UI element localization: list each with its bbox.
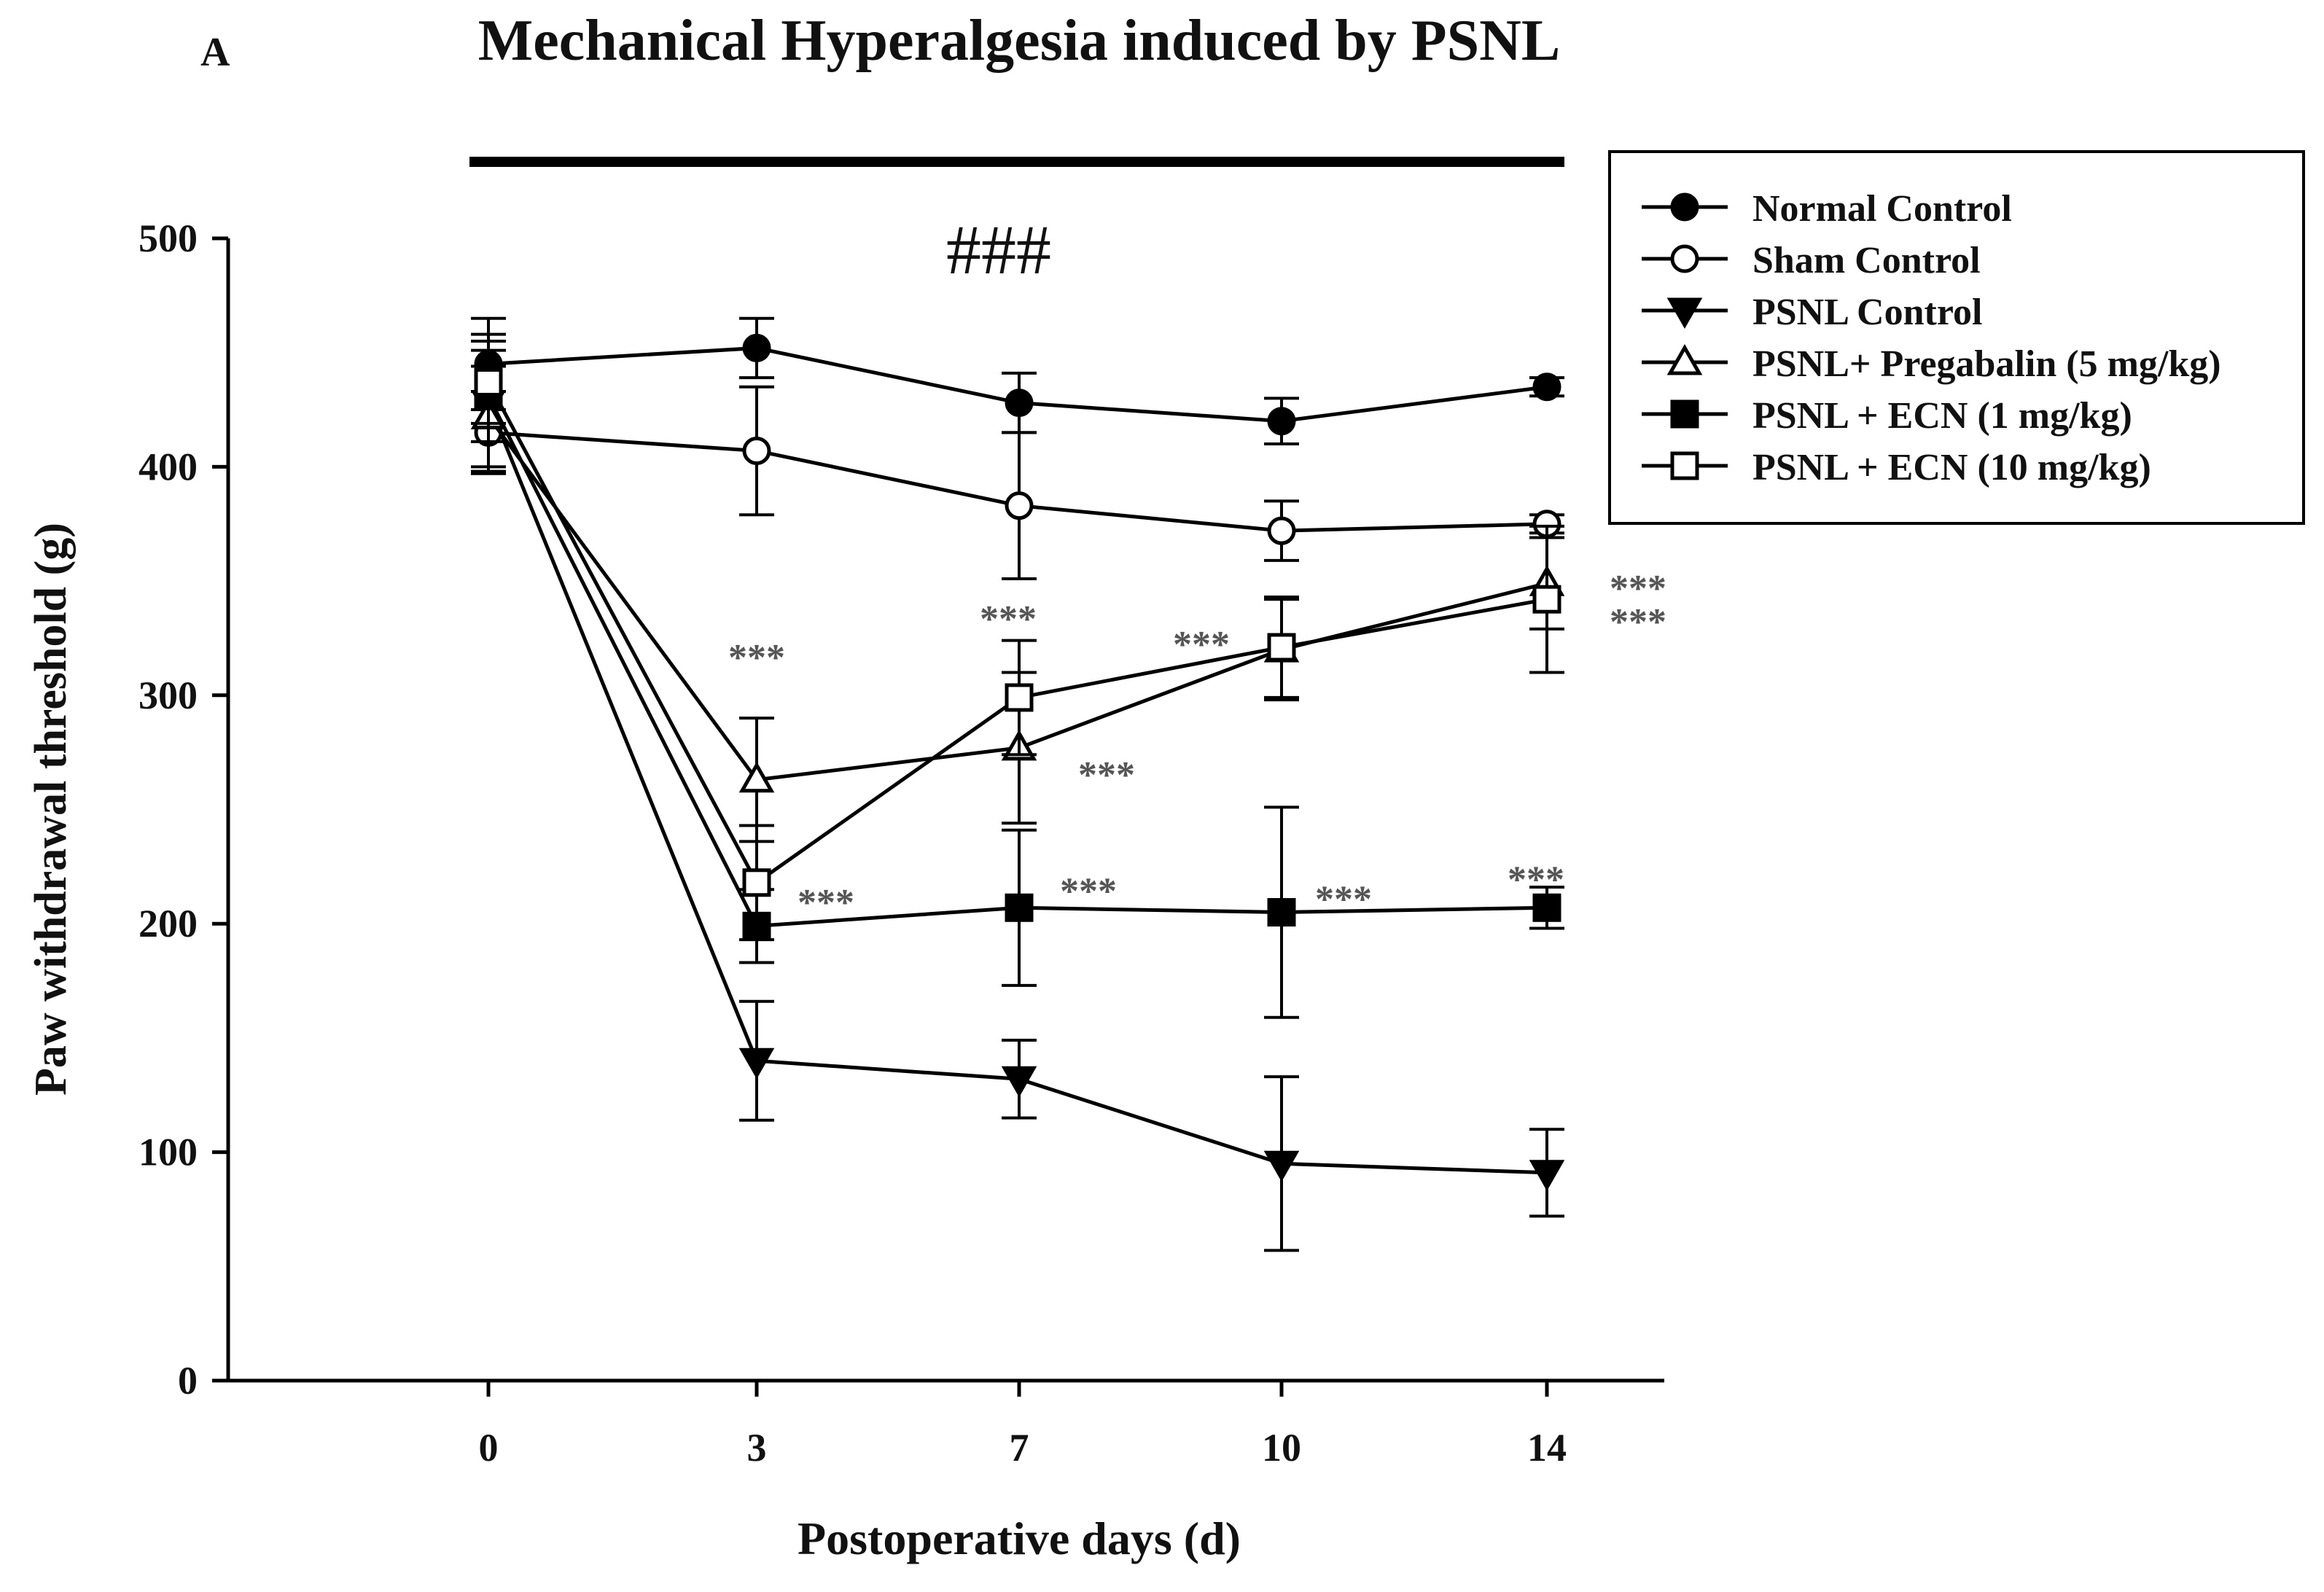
y-tick-label: 500 <box>139 216 198 260</box>
x-tick-label: 7 <box>1010 1426 1029 1470</box>
legend-item: Normal Control <box>1642 188 2012 230</box>
legend-item: PSNL+ Pregabalin (5 mg/kg) <box>1642 343 2221 385</box>
series-6 <box>471 340 1564 942</box>
x-ticks: 0 3 7 10 14 <box>479 1381 1567 1470</box>
data-point <box>1005 893 1034 922</box>
significance-mark: *** <box>1610 601 1666 643</box>
panel-label: A <box>200 30 230 75</box>
data-point <box>474 367 503 397</box>
data-point <box>1267 633 1296 662</box>
significance-mark: *** <box>1508 859 1564 900</box>
data-point <box>1267 407 1296 436</box>
series-1 <box>471 316 1564 446</box>
legend-label: Sham Control <box>1752 240 1981 281</box>
chart-title: Mechanical Hyperalgesia induced by PSNL <box>478 9 1561 73</box>
significance-mark: *** <box>980 598 1037 640</box>
significance-mark: *** <box>728 637 785 679</box>
data-point <box>738 1047 775 1080</box>
legend-marker <box>1670 244 1699 273</box>
legend-item: PSNL + ECN (1 mg/kg) <box>1642 395 2132 437</box>
significance-mark: *** <box>1315 879 1372 921</box>
significance-bar-label: ### <box>946 211 1051 289</box>
data-point <box>1532 893 1561 922</box>
significance-mark: *** <box>1610 568 1666 609</box>
legend-label: PSNL Control <box>1752 292 1982 333</box>
significance-annotations: ****************************** <box>728 568 1666 924</box>
data-point <box>1532 585 1561 614</box>
legend-label: Normal Control <box>1752 188 2012 230</box>
legend-marker <box>1670 451 1699 480</box>
x-tick-label: 14 <box>1527 1426 1567 1470</box>
data-point <box>742 436 771 465</box>
plot-area <box>470 316 1565 1252</box>
legend-label: PSNL + ECN (1 mg/kg) <box>1752 395 2132 437</box>
data-point <box>1267 516 1296 545</box>
legend-item: PSNL Control <box>1642 292 1982 333</box>
legend-marker <box>1670 192 1699 222</box>
data-point <box>1005 491 1034 520</box>
x-tick-label: 10 <box>1262 1426 1301 1470</box>
data-point <box>738 761 775 793</box>
legend-label: PSNL+ Pregabalin (5 mg/kg) <box>1752 343 2221 385</box>
series-2 <box>471 385 1564 580</box>
series-3 <box>470 332 1565 1252</box>
y-tick-label: 300 <box>139 674 198 717</box>
y-ticks: 0 100 200 300 400 500 <box>139 216 228 1402</box>
legend-marker <box>1666 297 1703 329</box>
y-axis-label: Paw withdrawal threshold (g) <box>26 523 76 1096</box>
y-tick-label: 400 <box>139 445 198 488</box>
y-tick-label: 100 <box>139 1131 198 1174</box>
data-point <box>1267 898 1296 927</box>
x-axis-label: Postoperative days (d) <box>798 1513 1241 1564</box>
data-point <box>1532 372 1561 402</box>
data-point <box>1001 1066 1037 1098</box>
significance-mark: *** <box>798 882 854 924</box>
legend-marker <box>1666 343 1703 375</box>
significance-mark: *** <box>1173 624 1230 666</box>
significance-mark: *** <box>1078 754 1135 796</box>
legend-marker <box>1670 399 1699 429</box>
data-point <box>742 868 771 897</box>
data-point <box>1529 1160 1565 1191</box>
legend-box <box>1608 150 2305 525</box>
data-point <box>1005 683 1034 712</box>
legend: Normal Control Sham Control PSNL Control PS… <box>1608 150 2305 525</box>
legend-item: Sham Control <box>1642 240 1981 281</box>
legend-label: PSNL + ECN (10 mg/kg) <box>1752 447 2151 488</box>
data-point <box>742 333 771 362</box>
x-tick-label: 3 <box>747 1426 767 1470</box>
data-point <box>1005 389 1034 418</box>
data-point <box>1263 1150 1300 1182</box>
significance-mark: *** <box>1060 870 1117 912</box>
y-tick-label: 0 <box>178 1359 198 1402</box>
x-tick-label: 0 <box>479 1426 499 1470</box>
y-tick-label: 200 <box>139 902 198 945</box>
legend-item: PSNL + ECN (10 mg/kg) <box>1642 447 2151 488</box>
